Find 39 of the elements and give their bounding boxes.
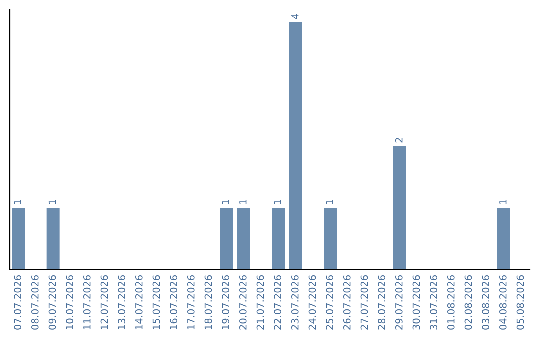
x-tick-label: 20.07.2026 [239, 275, 247, 330]
x-tick-label: 27.07.2026 [360, 275, 368, 330]
data-label: 1 [500, 200, 507, 204]
data-label: 1 [48, 200, 56, 204]
x-tick-label: 17.07.2026 [187, 275, 195, 330]
x-tick-label: 02.08.2026 [464, 275, 472, 330]
x-tick-label: 04.08.2026 [499, 275, 507, 330]
x-tick-label: 24.07.2026 [308, 275, 316, 330]
x-tick-label: 12.07.2026 [100, 275, 108, 330]
x-tick-label: 10.07.2026 [66, 275, 74, 330]
x-tick-label: 23.07.2026 [291, 275, 299, 330]
data-label: 4 [292, 14, 299, 20]
data-label: 1 [326, 200, 334, 204]
x-tick-label: 07.07.2026 [14, 275, 22, 330]
x-tick-label: 03.08.2026 [482, 275, 490, 330]
x-tick-label: 19.07.2026 [222, 275, 230, 330]
data-label: 2 [395, 138, 403, 143]
x-tick-label: 18.07.2026 [204, 275, 212, 330]
x-tick-label: 01.08.2026 [447, 275, 455, 330]
data-label: 1 [222, 200, 230, 204]
data-label: 1 [274, 200, 282, 204]
data-label: 1 [240, 200, 247, 204]
x-tick-label: 13.07.2026 [118, 275, 126, 330]
x-tick-label: 15.07.2026 [152, 275, 160, 330]
x-tick-label: 31.07.2026 [430, 275, 438, 330]
x-tick-label: 22.07.2026 [274, 275, 282, 330]
x-tick-label: 29.07.2026 [395, 275, 403, 330]
x-tick-label: 25.07.2026 [326, 275, 334, 330]
x-tick-label: 14.07.2026 [135, 275, 143, 330]
x-tick-label: 26.07.2026 [343, 275, 351, 330]
x-tick-label: 09.07.2026 [48, 275, 56, 330]
x-tick-label: 16.07.2026 [170, 275, 178, 330]
x-tick-label: 30.07.2026 [412, 275, 420, 330]
x-tick-label: 11.07.2026 [83, 275, 91, 330]
x-tick-label: 21.07.2026 [256, 275, 264, 330]
x-tick-label: 28.07.2026 [378, 275, 386, 330]
x-tick-label: 08.07.2026 [31, 275, 39, 330]
data-label: 1 [14, 200, 22, 204]
x-tick-label: 05.08.2026 [516, 275, 524, 330]
